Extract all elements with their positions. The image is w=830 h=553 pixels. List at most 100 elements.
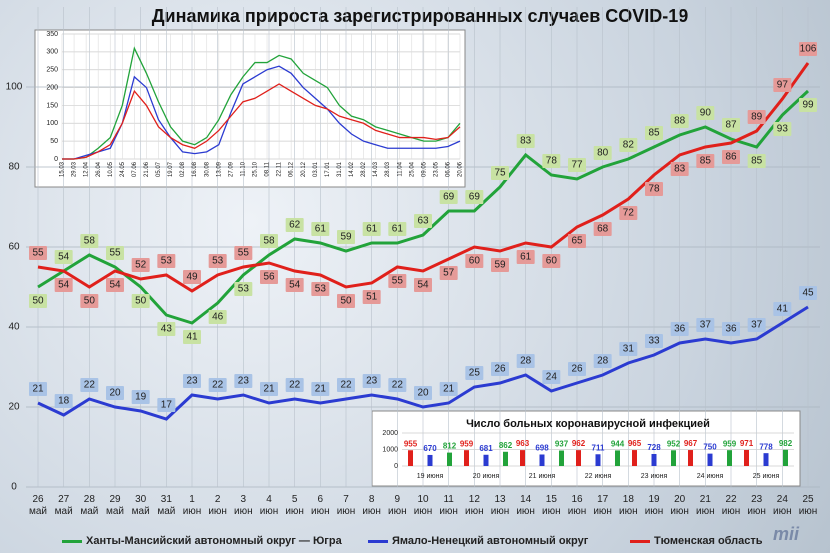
x-tick-label: 26 май <box>28 494 48 517</box>
data-label: 728 <box>647 443 661 452</box>
x-tick-label: 06.12 <box>289 161 295 177</box>
x-tick-label: 6 июн <box>311 494 330 517</box>
data-label-box <box>183 374 201 388</box>
data-label: 59 <box>494 260 506 271</box>
x-tick-label: 13.09 <box>216 161 222 177</box>
y-tick-label: 100 <box>46 120 58 127</box>
x-tick-label: 24 июн <box>773 494 792 517</box>
data-label-box <box>542 254 561 268</box>
x-tick-label: 17 июн <box>593 494 612 517</box>
x-tick-label: 4 июн <box>259 494 279 517</box>
x-tick-label: 31.01 <box>337 161 343 177</box>
x-tick-label: 20 июня <box>473 473 500 480</box>
data-label-box <box>29 294 47 308</box>
data-label: 18 <box>58 396 70 407</box>
data-label-box <box>131 390 150 404</box>
data-label: 53 <box>161 256 173 267</box>
data-label-box <box>80 378 99 392</box>
x-tick-label: 30.08 <box>204 161 210 177</box>
data-label-box <box>491 258 509 272</box>
data-label-box <box>54 250 73 264</box>
x-tick-label: 25 июн <box>798 494 818 517</box>
data-label-box <box>722 150 740 164</box>
data-label: 23 <box>186 376 198 387</box>
x-tick-label: 27 май <box>54 494 73 517</box>
chart-title: Динамика прироста зарегистрированных слу… <box>152 6 689 26</box>
data-label-box <box>362 374 381 388</box>
x-tick-label: 8 июн <box>362 494 381 517</box>
x-tick-label: 12 июн <box>465 494 484 517</box>
data-label-box <box>337 378 355 392</box>
data-label: 22 <box>392 380 404 391</box>
data-label: 57 <box>443 268 455 279</box>
data-label: 56 <box>263 272 275 283</box>
x-tick-label: 28.02 <box>361 161 367 177</box>
data-label: 58 <box>263 236 275 247</box>
data-label-box <box>285 378 304 392</box>
x-tick-label: 11.10 <box>240 161 246 176</box>
data-label-box <box>619 138 638 152</box>
data-label: 959 <box>723 439 737 448</box>
y-tick-label: 1000 <box>382 446 398 453</box>
data-label: 54 <box>289 280 301 291</box>
y-tick-label: 150 <box>46 102 58 109</box>
data-label: 22 <box>289 380 301 391</box>
data-label: 22 <box>84 380 96 391</box>
data-label: 965 <box>628 439 642 448</box>
data-label-box <box>183 330 201 344</box>
x-tick-label: 14.03 <box>373 161 379 177</box>
data-label: 959 <box>460 439 474 448</box>
data-label: 82 <box>623 140 635 151</box>
bar <box>464 450 469 466</box>
x-tick-label: 21 июня <box>529 473 556 480</box>
data-label: 78 <box>648 184 660 195</box>
y-tick-label: 300 <box>46 49 58 56</box>
x-tick-label: 13 июн <box>490 494 510 517</box>
data-label-box <box>799 42 817 56</box>
data-label: 83 <box>520 136 532 147</box>
bar <box>688 450 693 466</box>
data-label-box <box>439 382 458 396</box>
data-label: 59 <box>340 232 352 243</box>
x-tick-label: 14.02 <box>349 161 355 177</box>
data-label: 955 <box>404 439 418 448</box>
data-label-box <box>311 222 330 236</box>
data-label-box <box>696 154 715 168</box>
x-tick-label: 12.04 <box>84 161 90 177</box>
data-label: 61 <box>520 252 532 263</box>
x-tick-label: 31 май <box>157 494 176 517</box>
data-label-box <box>696 106 715 120</box>
data-label-box <box>516 354 535 368</box>
data-label: 69 <box>469 192 481 203</box>
data-label: 55 <box>392 276 404 287</box>
data-label-box <box>799 98 817 112</box>
inset-title: Число больных коронавирусной инфекцией <box>466 418 710 430</box>
data-label-box <box>260 382 278 396</box>
x-tick-label: 05.07 <box>156 161 162 177</box>
y-tick-label: 0 <box>394 463 398 470</box>
bar <box>503 451 508 466</box>
data-label-box <box>593 146 612 160</box>
series-line <box>62 83 461 160</box>
bar <box>632 450 637 466</box>
data-label-box <box>747 318 766 332</box>
data-label: 21 <box>315 384 327 395</box>
data-label: 698 <box>535 444 549 453</box>
x-tick-label: 16.08 <box>192 161 198 177</box>
data-label: 54 <box>58 280 70 291</box>
data-label-box <box>491 166 509 180</box>
y-tick-label: 2000 <box>382 430 398 437</box>
bar <box>408 450 413 466</box>
data-label: 41 <box>186 332 198 343</box>
bar <box>539 454 545 466</box>
data-label-box <box>722 322 740 336</box>
data-label-box <box>414 214 432 228</box>
bar <box>671 450 676 466</box>
x-tick-label: 17.01 <box>325 161 331 177</box>
data-label: 106 <box>800 44 817 55</box>
data-label-box <box>568 234 586 248</box>
x-tick-label: 14 июн <box>516 494 535 517</box>
data-label-box <box>131 258 150 272</box>
data-label: 60 <box>546 256 558 267</box>
